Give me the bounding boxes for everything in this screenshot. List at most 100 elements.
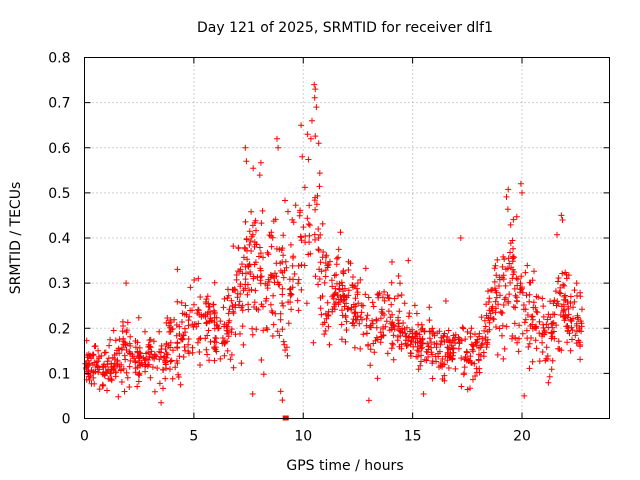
- data-point: [524, 312, 531, 318]
- data-point: [182, 329, 189, 336]
- data-point: [112, 337, 119, 344]
- data-point: [174, 266, 181, 273]
- data-point: [100, 364, 107, 371]
- data-point: [95, 369, 102, 376]
- data-point: [352, 295, 359, 302]
- data-point: [373, 316, 380, 323]
- data-point: [173, 332, 180, 339]
- data-point: [528, 335, 534, 341]
- data-point: [123, 329, 130, 336]
- data-point: [98, 352, 105, 359]
- data-point: [497, 292, 503, 299]
- data-point: [368, 324, 375, 331]
- data-point: [290, 276, 296, 283]
- data-point: [225, 310, 232, 317]
- data-point: [136, 370, 143, 377]
- data-point: [432, 353, 439, 360]
- data-point: [132, 344, 139, 351]
- data-point: [380, 324, 387, 330]
- data-point: [331, 301, 338, 308]
- data-point: [523, 327, 530, 334]
- data-point: [154, 365, 161, 372]
- data-point: [563, 323, 570, 330]
- data-point: [110, 327, 117, 334]
- data-point: [303, 300, 310, 307]
- data-point: [301, 184, 308, 191]
- data-point: [203, 346, 210, 353]
- data-point: [265, 276, 272, 283]
- data-point: [481, 317, 488, 324]
- data-point: [378, 308, 385, 315]
- data-point: [539, 295, 546, 302]
- data-point: [521, 392, 528, 399]
- data-point: [108, 360, 115, 367]
- data-point: [126, 384, 133, 390]
- data-point: [513, 275, 520, 282]
- data-point: [306, 202, 313, 209]
- data-point: [452, 365, 459, 372]
- data-point: [95, 347, 102, 354]
- data-point: [288, 291, 295, 298]
- data-point: [554, 298, 561, 305]
- data-point: [388, 301, 395, 308]
- data-point: [375, 292, 382, 299]
- data-point: [564, 339, 571, 346]
- data-point: [231, 286, 238, 293]
- data-point: [243, 270, 249, 277]
- data-point: [339, 307, 345, 314]
- data-point: [279, 291, 286, 298]
- data-point: [554, 231, 560, 238]
- data-point: [431, 341, 438, 348]
- data-point: [277, 310, 284, 317]
- data-point: [341, 303, 348, 310]
- data-point: [257, 250, 264, 257]
- data-point: [179, 335, 186, 342]
- data-point: [134, 348, 141, 355]
- data-point: [418, 352, 425, 359]
- data-point: [418, 345, 425, 352]
- data-point: [178, 299, 185, 306]
- data-point: [464, 386, 471, 393]
- data-point: [561, 282, 568, 289]
- data-point: [467, 353, 474, 360]
- data-point: [318, 268, 325, 275]
- data-point: [312, 194, 319, 201]
- data-point: [85, 373, 92, 380]
- data-point: [224, 323, 231, 330]
- data-point: [172, 364, 179, 371]
- data-point: [267, 271, 274, 278]
- data-point: [476, 365, 483, 372]
- data-point: [96, 386, 103, 393]
- data-point: [477, 352, 484, 359]
- data-point: [443, 337, 450, 343]
- data-point: [291, 271, 298, 277]
- data-point: [126, 363, 133, 370]
- data-point: [191, 321, 198, 328]
- y-tick-label: 0: [62, 412, 71, 428]
- data-point: [104, 387, 110, 394]
- data-point: [398, 341, 405, 348]
- data-point: [360, 302, 367, 309]
- data-point: [295, 280, 302, 287]
- data-point: [565, 272, 572, 279]
- data-point: [316, 276, 323, 282]
- data-point: [248, 208, 255, 215]
- data-point: [333, 255, 340, 262]
- data-point: [356, 320, 363, 327]
- data-point: [239, 261, 245, 268]
- data-point: [444, 357, 451, 364]
- data-point: [272, 216, 279, 223]
- data-point: [500, 272, 507, 279]
- data-point: [445, 345, 452, 352]
- data-point: [561, 296, 567, 303]
- data-point: [197, 335, 204, 342]
- data-point: [195, 320, 202, 327]
- data-point: [88, 380, 95, 387]
- data-point: [147, 374, 154, 381]
- data-point: [423, 348, 430, 355]
- data-point: [189, 349, 196, 356]
- data-point: [268, 243, 275, 250]
- data-point: [249, 391, 256, 397]
- data-point: [212, 334, 219, 341]
- data-point: [195, 275, 202, 282]
